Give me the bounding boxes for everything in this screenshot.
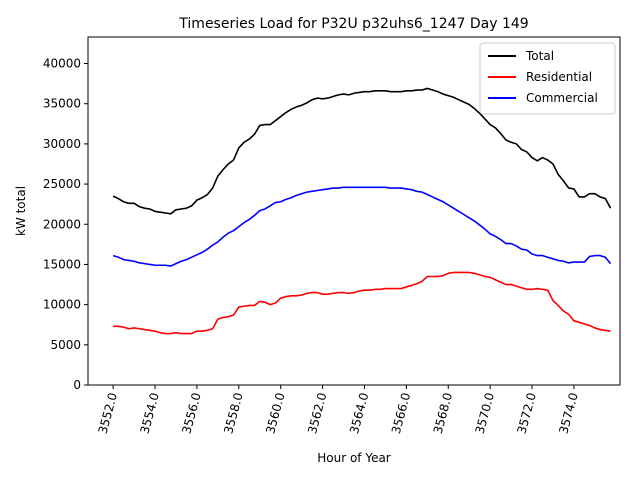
x-tick-label: 3554.0 — [138, 391, 162, 435]
y-tick-label: 10000 — [43, 298, 81, 312]
x-tick-label: 3572.0 — [515, 391, 539, 435]
y-tick-label: 15000 — [43, 257, 81, 271]
x-tick-label: 3558.0 — [221, 391, 245, 435]
x-tick-label: 3566.0 — [389, 391, 413, 435]
series-line-total — [112, 87, 612, 215]
y-tick-label: 30000 — [43, 137, 81, 151]
y-tick-label: 5000 — [50, 338, 81, 352]
x-tick-label: 3570.0 — [473, 391, 497, 435]
legend-label-residential: Residential — [526, 70, 592, 84]
x-tick-label: 3568.0 — [431, 391, 455, 435]
legend: Total Residential Commercial — [479, 42, 616, 115]
y-tick-label: 20000 — [43, 217, 81, 231]
y-tick-label: 0 — [73, 378, 81, 392]
plot-area: 0 5000 10000 15000 20000 25000 30000 35000 40000… — [43, 36, 621, 435]
chart-title: Timeseries Load for P32U p32uhs6_1247 Da… — [178, 16, 528, 32]
legend-label-total: Total — [525, 49, 554, 63]
x-tick-label: 3560.0 — [263, 391, 287, 435]
y-tick-label: 35000 — [43, 97, 81, 111]
x-tick-label: 3552.0 — [96, 391, 120, 435]
plot-frame — [87, 36, 621, 386]
y-tick-label: 25000 — [43, 177, 81, 191]
y-tick-label: 40000 — [43, 57, 81, 71]
legend-box — [479, 42, 616, 115]
series-line-residential — [113, 271, 611, 335]
x-tick-label: 3574.0 — [556, 391, 580, 435]
x-axis-label: Hour of Year — [317, 451, 391, 465]
x-tick-label: 3556.0 — [179, 391, 203, 435]
x-tick-label: 3564.0 — [347, 391, 371, 435]
series-line-commercial — [112, 186, 612, 267]
legend-label-commercial: Commercial — [526, 91, 598, 105]
y-axis-label: kW total — [14, 186, 28, 236]
x-tick-label: 3562.0 — [305, 391, 329, 435]
